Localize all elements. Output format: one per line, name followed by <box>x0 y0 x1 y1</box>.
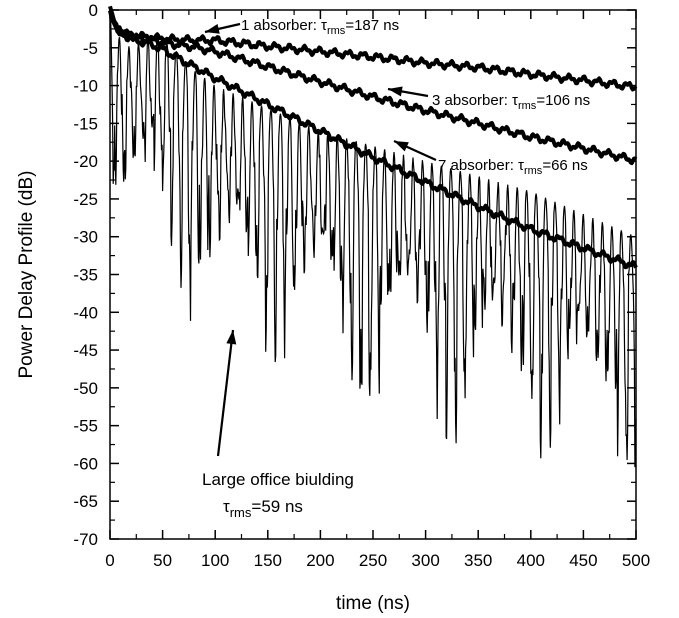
y-tick-label: -70 <box>73 530 98 549</box>
annotation-1-absorber: 1 absorber: τrms=187 ns <box>241 17 399 37</box>
axes-layer: 0 50 100 150 200 250 300 350 400 450 500 0 -5 -10 -15 -… <box>73 1 650 570</box>
x-tick-label: 400 <box>517 551 545 570</box>
x-tick-label: 150 <box>254 551 282 570</box>
arrow-7-absorber-head <box>394 141 409 152</box>
y-tick-label: -45 <box>73 341 98 360</box>
y-tick-label: -5 <box>83 39 98 58</box>
arrow-office-building-head <box>226 330 237 345</box>
y-tick-label: -15 <box>73 114 98 133</box>
annotation-3-absorber: 3 absorber: τrms=106 ns <box>432 92 590 112</box>
arrow-3-absorber-head <box>388 86 403 97</box>
arrow-office-building <box>216 329 235 457</box>
y-tick-label: -55 <box>73 417 98 436</box>
annotation-arrows <box>204 22 437 457</box>
y-tick-label: -20 <box>73 152 98 171</box>
plot-layer <box>108 5 638 468</box>
y-tick-label: -30 <box>73 228 98 247</box>
x-tick-label: 100 <box>201 551 229 570</box>
y-tick-label: -65 <box>73 492 98 511</box>
x-tick-label: 200 <box>306 551 334 570</box>
x-tick-label: 350 <box>464 551 492 570</box>
x-axis-label: time (ns) <box>336 593 410 614</box>
series-line-1-absorber <box>109 8 638 92</box>
series-line-3-absorber <box>108 5 638 166</box>
y-tick-label: -60 <box>73 454 98 473</box>
series-line-7-absorber <box>108 10 638 270</box>
y-tick-label: -10 <box>73 77 98 96</box>
annotation-7-absorber: 7 absorber: τrms=66 ns <box>438 157 588 177</box>
x-tick-label: 500 <box>622 551 650 570</box>
y-tick-label: -25 <box>73 190 98 209</box>
x-tick-label: 0 <box>105 551 114 570</box>
y-tick-label: 0 <box>89 1 98 20</box>
x-tick-label: 250 <box>359 551 387 570</box>
annotation-office-building: Large office biulding <box>202 470 354 489</box>
y-tick-label: -50 <box>73 379 98 398</box>
y-tick-label: -35 <box>73 266 98 285</box>
x-tick-label: 50 <box>153 551 172 570</box>
series-line-office-building <box>109 9 637 468</box>
annotations: 1 absorber: τrms=187 ns 3 absorber: τrms… <box>202 17 590 520</box>
x-tick-label: 450 <box>569 551 597 570</box>
annotation-office-tau: τrms=59 ns <box>223 497 303 520</box>
arrow-1-absorber-head <box>205 24 220 34</box>
y-axis-label: Power Delay Profile (dB) <box>16 170 37 378</box>
x-tick-label: 300 <box>411 551 439 570</box>
y-tick-label: -40 <box>73 303 98 322</box>
